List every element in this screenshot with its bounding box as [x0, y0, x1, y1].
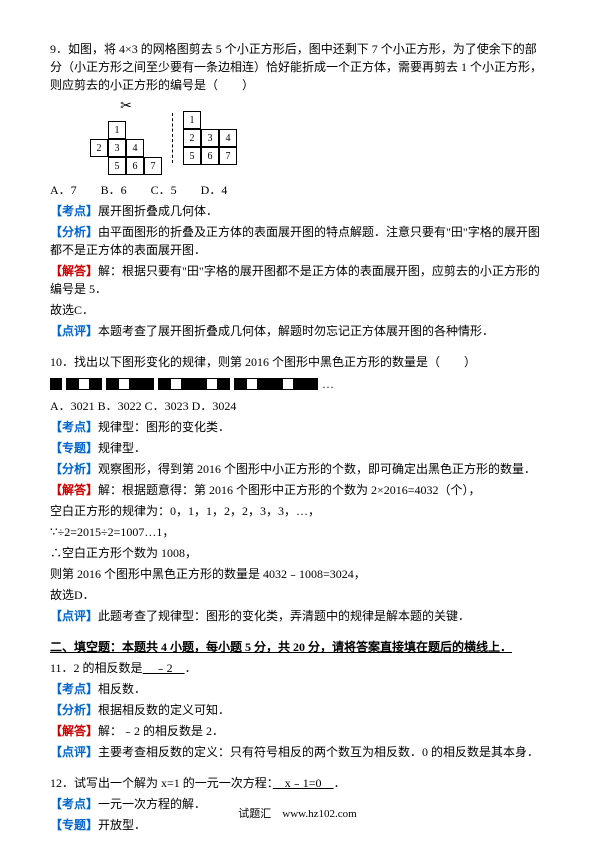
q10-jieda1: 【解答】解：根据题意得：第 2016 个图形中正方形的个数为 2×2016=40…: [50, 481, 545, 499]
footer-site: www.hz102.com: [282, 808, 356, 820]
tag-zhuanti: 【专题】: [50, 441, 98, 455]
q11-fenxi: 【分析】根据相反数的定义可知．: [50, 701, 545, 719]
tag-fenxi: 【分析】: [50, 703, 98, 717]
q11-jieda: 【解答】解：﹣2 的相反数是 2．: [50, 722, 545, 740]
q9-jieda: 【解答】解：根据只要有"田"字格的展开图都不是正方体的表面展开图，应剪去的小正方…: [50, 262, 545, 298]
q9-figure: ✂ 1 234 567 1 234 567: [90, 100, 545, 175]
q10-fenxi: 【分析】观察图形，得到第 2016 个图形中小正方形的个数，即可确定出黑色正方形…: [50, 460, 545, 478]
q10-dianping: 【点评】此题考查了规律型：图形的变化类，弄清题中的规律是解本题的关键．: [50, 607, 545, 625]
q9-dianping: 【点评】本题考查了展开图折叠成几何体，解题时勿忘记正方体展开图的各种情形．: [50, 322, 545, 340]
q10-jieda6: 故选D．: [50, 586, 545, 604]
q9-kaodian: 【考点】展开图折叠成几何体．: [50, 202, 545, 220]
q10-options: A．3021 B．3022 C．3023 D．3024: [50, 397, 545, 415]
q10-zhuanTi: 【专题】规律型．: [50, 439, 545, 457]
tag-jieda: 【解答】: [50, 483, 98, 497]
pattern-ellipsis: …: [322, 375, 334, 393]
tag-kaodian: 【考点】: [50, 682, 98, 696]
q10-jieda3: ∵÷2=2015÷2=1007…1，: [50, 523, 545, 541]
scissor-icon: ✂: [120, 99, 132, 114]
footer-label: 试题汇: [238, 808, 271, 820]
tag-jieda: 【解答】: [50, 264, 98, 278]
q9-fenxi: 【分析】由平面图形的折叠及正方体的表面展开图的特点解题．注意只要有"田"字格的展…: [50, 223, 545, 259]
tag-kaodian: 【考点】: [50, 204, 98, 218]
q12-answer: x﹣1=0: [273, 776, 334, 790]
q11-dianping-text: 主要考查相反数的定义：只有符号相反的两个数互为相反数．0 的相反数是其本身．: [98, 745, 539, 759]
q9-text: 9．如图，将 4×3 的网格图剪去 5 个小正方形后，图中还剩下 7 个小正方形…: [50, 40, 545, 94]
q10-jieda4: ∴空白正方形个数为 1008，: [50, 544, 545, 562]
q11-period: ．: [185, 661, 197, 675]
q9-kaodian-text: 展开图折叠成几何体．: [98, 204, 218, 218]
q9-dianping-text: 本题考查了展开图折叠成几何体，解题时勿忘记正方体展开图的各种情形．: [98, 324, 494, 338]
q11-kaodian: 【考点】相反数．: [50, 680, 545, 698]
tag-fenxi: 【分析】: [50, 462, 98, 476]
q11-answer: ﹣2: [143, 661, 185, 675]
q10-kaodian-text: 规律型：图形的变化类．: [98, 420, 230, 434]
grid-right: 1 234 567: [183, 111, 237, 165]
tag-jieda: 【解答】: [50, 724, 98, 738]
q11-text: 11．2 的相反数是 ﹣2 ．: [50, 659, 545, 677]
q11-dianping: 【点评】主要考查相反数的定义：只有符号相反的两个数互为相反数．0 的相反数是其本…: [50, 743, 545, 761]
q11-jieda-text: 解：﹣2 的相反数是 2．: [98, 724, 224, 738]
q11-kaodian-text: 相反数．: [98, 682, 146, 696]
tag-dianping: 【点评】: [50, 609, 98, 623]
tag-fenxi: 【分析】: [50, 225, 98, 239]
q9-jieda1: 解：根据只要有"田"字格的展开图都不是正方体的表面展开图，应剪去的小正方形的编号…: [50, 264, 540, 296]
q9-jieda2: 故选C．: [50, 301, 545, 319]
q10-pattern: …: [50, 375, 545, 393]
grid-left: ✂ 1 234 567: [90, 100, 162, 175]
tag-dianping: 【点评】: [50, 745, 98, 759]
q10-dianping-text: 此题考查了规律型：图形的变化类，弄清题中的规律是解本题的关键．: [98, 609, 470, 623]
q10-kaodian: 【考点】规律型：图形的变化类．: [50, 418, 545, 436]
tag-dianping: 【点评】: [50, 324, 98, 338]
q10-fenxi-text: 观察图形，得到第 2016 个图形中小正方形的个数，即可确定出黑色正方形的数量．: [98, 462, 536, 476]
section2-title: 二、填空题：本题共 4 小题，每小题 5 分，共 20 分，请将答案直接填在题后…: [50, 638, 545, 656]
q10-jieda2: 空白正方形的规律为：0，1，1，2，2，3，3，…，: [50, 502, 545, 520]
q11-stem: 11．2 的相反数是: [50, 661, 143, 675]
q10-text: 10．找出以下图形变化的规律，则第 2016 个图形中黑色正方形的数量是（ ）: [50, 353, 545, 371]
q11-fenxi-text: 根据相反数的定义可知．: [98, 703, 230, 717]
grid-separator: [172, 113, 173, 163]
q9-fenxi-text: 由平面图形的折叠及正方体的表面展开图的特点解题．注意只要有"田"字格的展开图都不…: [50, 225, 540, 257]
q10-jieda1-text: 解：根据题意得：第 2016 个图形中正方形的个数为 2×2016=4032（个…: [98, 483, 481, 497]
q12-period: ．: [334, 776, 346, 790]
q12-stem: 12．试写出一个解为 x=1 的一元一次方程：: [50, 776, 273, 790]
q10-jieda5: 则第 2016 个图形中黑色正方形的数量是 4032﹣1008=3024，: [50, 565, 545, 583]
q12-text: 12．试写出一个解为 x=1 的一元一次方程： x﹣1=0 ．: [50, 774, 545, 792]
page-footer: 试题汇 www.hz102.com: [50, 806, 545, 823]
tag-kaodian: 【考点】: [50, 420, 98, 434]
q10-zhuanti-text: 规律型．: [98, 441, 146, 455]
q9-options: A．7 B．6 C．5 D．4: [50, 181, 545, 199]
